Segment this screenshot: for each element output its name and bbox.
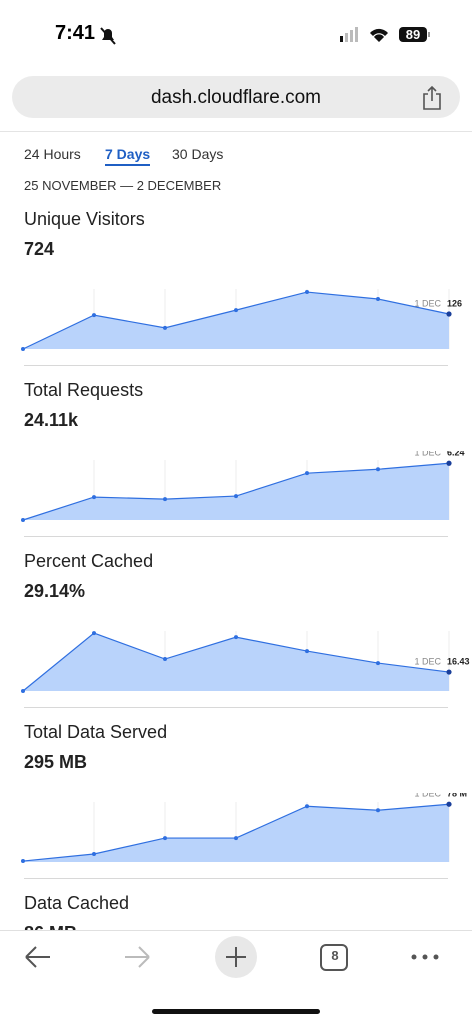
point (305, 804, 309, 809)
tabs-button[interactable] (320, 944, 348, 971)
share-button[interactable] (420, 85, 444, 111)
divider (24, 365, 448, 366)
sparkline: 1 DEC 16.43 (21, 631, 470, 693)
last-date: 1 DEC (414, 793, 441, 799)
clock: 7:41 (55, 22, 96, 44)
metric-total: 724 (24, 239, 55, 259)
back-button[interactable] (25, 946, 50, 968)
date-range: 25 NOVEMBER — 2 DECEMBER (24, 178, 222, 193)
divider (24, 878, 448, 879)
range-tab[interactable]: 24 Hours (24, 146, 81, 162)
point (446, 311, 452, 317)
metric-total: 29.14% (24, 581, 86, 601)
tab-count[interactable]: 8 (331, 948, 339, 963)
point (376, 808, 380, 813)
point (92, 313, 96, 318)
silent-icon (100, 27, 116, 45)
point (21, 347, 25, 351)
metric-total: 24.11k (24, 410, 79, 430)
area (23, 804, 449, 862)
last-value: 6.24 (447, 451, 465, 458)
point (163, 836, 167, 841)
status-icons (340, 27, 430, 42)
metric-title: Total Requests (24, 380, 144, 400)
point (446, 801, 452, 807)
battery-level: 89 (405, 27, 421, 42)
last-date: 1 DEC (414, 451, 441, 458)
point (376, 661, 380, 666)
metric-title: Total Data Served (24, 722, 168, 742)
last-value: 16.43 (447, 656, 470, 666)
range-tab[interactable]: 30 Days (172, 146, 224, 162)
point (163, 657, 167, 662)
divider (24, 707, 448, 708)
point (92, 852, 96, 856)
metric-total: 295 MB (24, 752, 88, 772)
point (376, 467, 380, 472)
area (23, 463, 449, 520)
url[interactable]: dash.cloudflare.com (150, 87, 322, 108)
sparkline: 1 DEC 6.24 (21, 451, 465, 522)
divider (24, 536, 448, 537)
area (23, 292, 449, 349)
point (234, 308, 238, 313)
point (92, 631, 96, 636)
forward-button (125, 946, 150, 968)
point (305, 290, 309, 295)
point (163, 497, 167, 502)
area (23, 633, 449, 691)
point (446, 460, 452, 466)
point (234, 635, 238, 640)
last-value: 78 M (447, 793, 467, 799)
point (305, 649, 309, 654)
point (21, 518, 25, 522)
point (163, 325, 167, 330)
more-button[interactable] (433, 954, 439, 960)
sparkline: 1 DEC 126 (21, 289, 462, 351)
point (376, 297, 380, 301)
metric-title: Unique Visitors (24, 209, 145, 229)
point (446, 669, 452, 675)
point (21, 859, 25, 864)
point (92, 495, 96, 500)
home-indicator (152, 1009, 320, 1014)
point (234, 494, 238, 499)
last-date: 1 DEC (414, 298, 441, 308)
address-bar[interactable] (12, 76, 460, 118)
metric-title: Data Cached (24, 893, 130, 913)
last-date: 1 DEC (414, 656, 441, 666)
header-border (0, 131, 472, 132)
metric-title: Percent Cached (24, 551, 154, 571)
point (305, 471, 309, 476)
point (21, 689, 25, 693)
sparkline: 1 DEC 78 M (21, 793, 467, 864)
last-value: 126 (447, 298, 462, 308)
range-tab[interactable]: 7 Days (105, 146, 151, 166)
point (234, 836, 238, 841)
toolbar-icons (25, 936, 439, 1014)
